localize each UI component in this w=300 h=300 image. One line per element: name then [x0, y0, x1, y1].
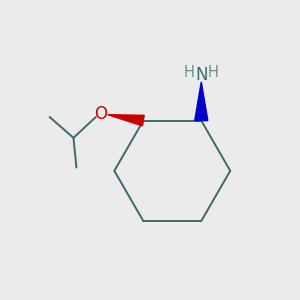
Text: H: H [184, 65, 195, 80]
Polygon shape [195, 82, 208, 121]
Text: O: O [94, 105, 107, 123]
Polygon shape [108, 115, 144, 126]
Text: N: N [195, 65, 208, 83]
Text: H: H [208, 65, 219, 80]
